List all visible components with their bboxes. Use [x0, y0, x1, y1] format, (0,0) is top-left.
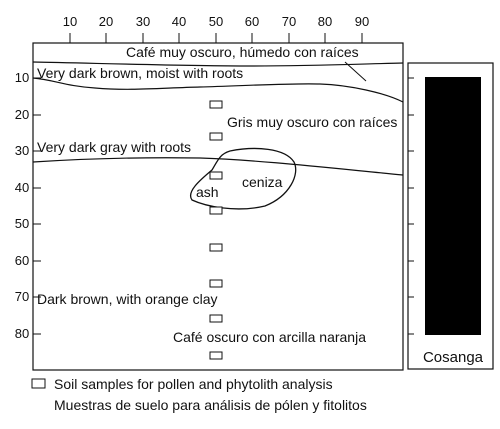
left-tick-label: 80: [15, 326, 29, 341]
top-tick-label: 90: [355, 14, 369, 29]
soil-sample-marker: [209, 351, 223, 360]
layer-2-label-en: Very dark gray with roots: [37, 139, 191, 155]
ash-label-en: ash: [196, 184, 219, 200]
layer-boundary-2: [32, 77, 404, 103]
soil-sample-marker: [209, 171, 223, 180]
ash-lens: [189, 147, 297, 210]
cosanga-column-bar: [425, 77, 481, 335]
cosanga-label: Cosanga: [423, 349, 484, 366]
left-tick-label: 40: [15, 180, 29, 195]
soil-sample-marker: [209, 243, 223, 252]
top-tick-label: 70: [282, 14, 296, 29]
left-tick-label: 20: [15, 107, 29, 122]
top-tick-label: 60: [245, 14, 259, 29]
left-tick-label: 70: [15, 289, 29, 304]
soil-sample-marker: [209, 279, 223, 288]
layer-2-label-es: Gris muy oscuro con raíces: [227, 114, 397, 130]
left-tick-label: 60: [15, 253, 29, 268]
soil-sample-marker: [209, 132, 223, 141]
layer-1-label-en: Very dark brown, moist with roots: [37, 65, 243, 81]
top-axis-labels: 10 20 30 40 50 60 70 80 90: [63, 14, 369, 29]
top-tick-label: 30: [136, 14, 150, 29]
label-leader-line: [344, 61, 367, 82]
cosanga-column-ticks: [408, 77, 414, 335]
sample-markers: [209, 100, 223, 360]
layer-boundary-3: [32, 157, 404, 176]
layer-boundary-1: [32, 61, 404, 67]
top-axis: [69, 33, 363, 43]
layer-1-label-es: Café muy oscuro, húmedo con raíces: [126, 44, 359, 60]
left-tick-label: 50: [15, 216, 29, 231]
top-tick-label: 10: [63, 14, 77, 29]
left-axis: [33, 77, 41, 335]
top-tick-label: 80: [318, 14, 332, 29]
legend-line-es: Muestras de suelo para análisis de pólen…: [54, 397, 367, 413]
left-axis-labels: 10 20 30 40 50 60 70 80: [15, 70, 29, 341]
layer-3-label-en: Dark brown, with orange clay: [37, 291, 218, 307]
soil-sample-marker: [209, 100, 223, 109]
legend-sample-icon: [31, 378, 46, 389]
top-tick-label: 20: [99, 14, 113, 29]
top-tick-label: 40: [172, 14, 186, 29]
layer-3-label-es: Café oscuro con arcilla naranja: [173, 329, 366, 345]
left-tick-label: 30: [15, 143, 29, 158]
legend-line-en: Soil samples for pollen and phytolith an…: [54, 376, 333, 392]
top-tick-label: 50: [209, 14, 223, 29]
ash-label-es: ceniza: [242, 174, 283, 190]
soil-sample-marker: [209, 206, 223, 215]
soil-sample-marker: [209, 314, 223, 323]
left-tick-label: 10: [15, 70, 29, 85]
profile-frame: [32, 42, 404, 371]
